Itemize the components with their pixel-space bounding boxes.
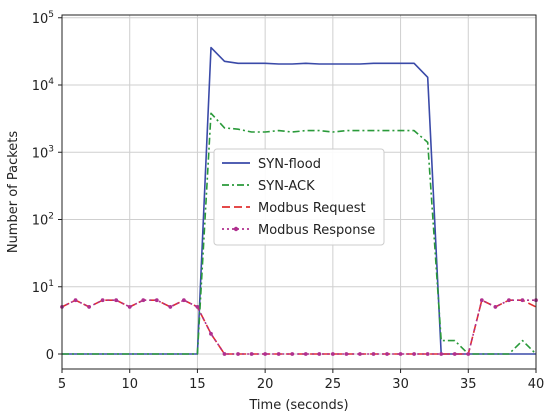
y-tick-label-3: 103: [32, 144, 54, 161]
series-point-modbus-response-5: [127, 305, 132, 309]
series-point-modbus-response-1: [73, 298, 78, 303]
legend-label-syn-flood: SYN-flood: [258, 157, 321, 172]
legend: SYN-flood SYN-ACK Modbus Request Modbus Res…: [213, 148, 385, 246]
x-tick-label-0: 5: [58, 377, 66, 392]
legend-label-syn-ack: SYN-ACK: [258, 179, 315, 194]
series-point-modbus-response-19: [317, 352, 322, 356]
x-tick-label-3: 20: [257, 377, 274, 392]
series-point-modbus-response-18: [303, 352, 308, 356]
series-point-modbus-response-7: [154, 298, 159, 303]
series-point-modbus-response-10: [195, 305, 200, 309]
series-point-modbus-response-8: [168, 305, 173, 309]
y-tick-label-1: 101: [32, 279, 54, 296]
series-point-modbus-response-16: [276, 352, 281, 356]
series-point-modbus-response-17: [290, 352, 295, 356]
x-tick-label-6: 35: [460, 377, 477, 392]
series-point-modbus-response-3: [100, 298, 105, 303]
series-point-modbus-response-30: [466, 352, 471, 356]
plot-frame: [61, 14, 537, 370]
series-point-modbus-response-12: [222, 352, 227, 356]
series-point-modbus-response-14: [249, 352, 254, 356]
legend-box: [213, 148, 385, 246]
series-point-modbus-response-34: [520, 298, 525, 303]
series-lines: [60, 46, 538, 356]
series-point-modbus-response-25: [398, 352, 403, 356]
series-line-modbus-response: [61, 299, 536, 355]
series-point-modbus-response-31: [479, 298, 484, 303]
y-tick-label-0: 0: [46, 348, 54, 363]
series-point-modbus-response-29: [452, 352, 457, 356]
series-point-modbus-response-4: [114, 298, 119, 303]
series-line-syn-ack: [62, 112, 537, 355]
series-point-modbus-response-13: [236, 352, 240, 356]
x-axis-ticks: 5 10 15 20 25 30 35 40: [58, 369, 544, 392]
series-point-modbus-response-24: [385, 352, 389, 356]
y-tick-label-5: 105: [32, 10, 54, 27]
series-point-modbus-response-21: [344, 352, 349, 356]
series-point-modbus-response-22: [358, 352, 362, 356]
y-tick-label-2: 102: [32, 212, 54, 229]
x-tick-label-2: 15: [189, 377, 206, 392]
series-point-modbus-response-23: [371, 352, 376, 356]
legend-marker-modbus-response: [233, 226, 239, 232]
legend-label-modbus-request: Modbus Request: [258, 201, 366, 216]
series-line-modbus-request: [61, 299, 537, 355]
series-point-modbus-response-33: [507, 298, 511, 303]
series-point-modbus-response-20: [330, 352, 335, 356]
series-point-modbus-response-9: [181, 298, 186, 303]
series-point-modbus-response-27: [425, 352, 430, 356]
y-tick-label-4: 104: [32, 77, 55, 94]
x-axis-title: Time (seconds): [248, 398, 348, 413]
x-tick-label-7: 40: [528, 377, 545, 392]
series-point-modbus-response-2: [87, 305, 91, 309]
series-point-modbus-response-11: [209, 331, 213, 336]
legend-label-modbus-response: Modbus Response: [258, 223, 375, 238]
series-point-modbus-response-32: [493, 305, 498, 309]
series-point-modbus-response-26: [412, 352, 417, 356]
x-tick-label-5: 30: [392, 377, 409, 392]
series-point-modbus-response-28: [439, 352, 444, 356]
series-point-modbus-response-15: [263, 352, 268, 356]
y-axis-ticks: 0 101 102 103 104 105: [32, 10, 62, 363]
x-tick-label-1: 10: [121, 377, 138, 392]
x-tick-label-4: 25: [325, 377, 342, 392]
y-axis-title: Number of Packets: [6, 131, 21, 254]
series-point-modbus-response-6: [141, 298, 146, 303]
